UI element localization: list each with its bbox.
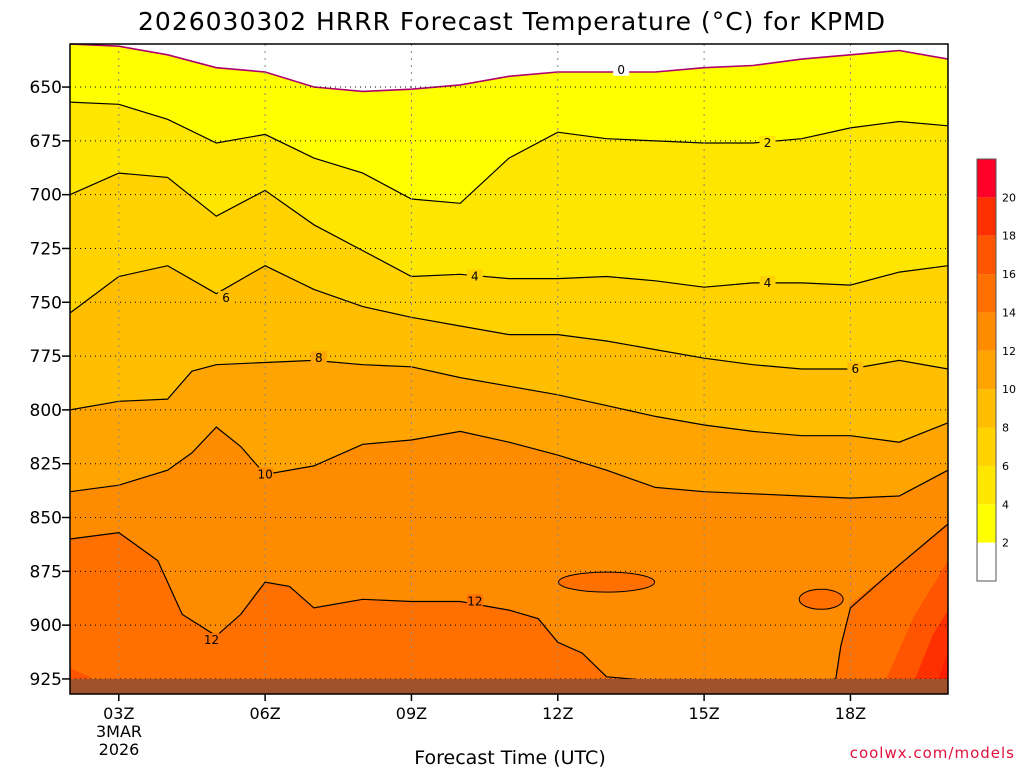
x-tick-09Z: 09Z — [396, 704, 427, 723]
warm-pocket-2 — [798, 588, 844, 610]
x-tick-06Z: 06Z — [249, 704, 280, 723]
x-axis-label: Forecast Time (UTC) — [414, 747, 605, 768]
band-6-8 — [70, 265, 948, 443]
y-tick-800: 800 — [30, 401, 62, 421]
colorbar-label-2: 2 — [1002, 537, 1009, 550]
colorbar-swatch-5 — [977, 350, 996, 390]
svg-text:2: 2 — [764, 136, 772, 150]
colorbar-label-16: 16 — [1002, 268, 1016, 281]
y-tick-650: 650 — [30, 78, 62, 98]
svg-text:4: 4 — [764, 276, 772, 290]
y-tick-675: 675 — [30, 132, 62, 152]
contour-label-3: 4 — [759, 275, 776, 290]
band-8-10 — [70, 360, 948, 499]
svg-text:12: 12 — [467, 594, 482, 608]
svg-text:6: 6 — [852, 362, 860, 376]
colorbar-label-14: 14 — [1002, 306, 1016, 319]
isotherm-4C — [69, 172, 949, 288]
chart-title: 2026030302 HRRR Forecast Temperature (°C… — [138, 7, 886, 36]
colorbar-swatch-1 — [977, 504, 996, 543]
colorbar-swatch-3 — [977, 427, 996, 466]
contour-label-0: 0 — [613, 63, 630, 77]
plot-area: 0 2 4 4 6 6 8 10 12 12 — [69, 43, 949, 695]
y-tick-700: 700 — [30, 186, 62, 206]
isotherm-2C — [69, 101, 949, 204]
colorbar: 2 4 6 8 10 12 14 16 18 20 — [976, 158, 1016, 582]
y-tick-875: 875 — [30, 562, 62, 582]
colorbar-label-8: 8 — [1002, 422, 1009, 435]
colorbar-label-20: 20 — [1002, 191, 1016, 204]
colorbar-swatch-9 — [977, 197, 996, 236]
band-18-20 — [909, 610, 948, 694]
x-axis-date-line-1: 3MAR — [96, 722, 142, 741]
colorbar-swatch-10 — [977, 159, 996, 198]
contour-label-1: 2 — [759, 136, 776, 150]
contour-label-8: 12 — [203, 633, 220, 647]
colorbar-label-4: 4 — [1002, 498, 1009, 511]
x-tick-18Z: 18Z — [835, 704, 866, 723]
band-0-2 — [70, 44, 948, 204]
contour-label-6: 8 — [310, 351, 327, 365]
isotherm-0C — [69, 43, 949, 93]
y-tick-850: 850 — [30, 509, 62, 529]
colorbar-swatch-6 — [977, 312, 996, 351]
y-tick-925: 925 — [30, 670, 62, 690]
svg-text:6: 6 — [222, 291, 230, 305]
x-tick-12Z: 12Z — [542, 704, 573, 723]
contour-label-4: 6 — [218, 290, 235, 305]
band-2-4 — [70, 102, 948, 288]
warm-pocket-1 — [558, 571, 656, 593]
y-tick-775: 775 — [30, 347, 62, 367]
contour-label-5: 6 — [847, 362, 864, 376]
svg-text:12: 12 — [204, 633, 219, 647]
colorbar-swatch-2 — [977, 465, 996, 505]
colorbar-label-12: 12 — [1002, 345, 1016, 358]
colorbar-label-6: 6 — [1002, 460, 1009, 473]
svg-text:0: 0 — [617, 63, 625, 77]
contour-label-7: 10 — [257, 467, 274, 481]
band-12-14 — [70, 524, 948, 694]
terrain-band — [70, 678, 948, 694]
band-4-6 — [70, 173, 948, 369]
source-watermark: coolwx.com/models — [850, 744, 1015, 762]
svg-text:10: 10 — [257, 467, 272, 481]
colorbar-label-10: 10 — [1002, 383, 1016, 396]
x-axis-date-line-2: 2026 — [99, 740, 140, 759]
x-axis: 03Z 06Z 09Z 12Z 15Z 18Z — [103, 694, 866, 723]
y-tick-725: 725 — [30, 239, 62, 259]
contour-label-9: 12 — [466, 594, 483, 608]
isotherm-8C — [69, 359, 949, 443]
colorbar-label-18: 18 — [1002, 230, 1016, 243]
svg-text:8: 8 — [315, 351, 323, 365]
colorbar-swatch-0 — [977, 542, 996, 581]
isotherm-6C — [69, 265, 949, 370]
plot-frame — [69, 43, 949, 695]
x-tick-15Z: 15Z — [688, 704, 719, 723]
isotherm-10C — [69, 426, 949, 499]
svg-text:4: 4 — [471, 269, 479, 283]
y-tick-825: 825 — [30, 455, 62, 475]
y-tick-750: 750 — [30, 293, 62, 313]
y-tick-900: 900 — [30, 616, 62, 636]
colorbar-swatch-8 — [977, 235, 996, 275]
colorbar-swatch-7 — [977, 274, 996, 313]
colorbar-swatch-4 — [977, 389, 996, 428]
x-tick-03Z: 03Z — [103, 704, 134, 723]
band-10-12 — [70, 427, 948, 686]
y-axis: 650 675 700 725 750 775 800 825 850 875 900 925 — [30, 78, 70, 690]
contour-label-2: 4 — [466, 269, 483, 283]
